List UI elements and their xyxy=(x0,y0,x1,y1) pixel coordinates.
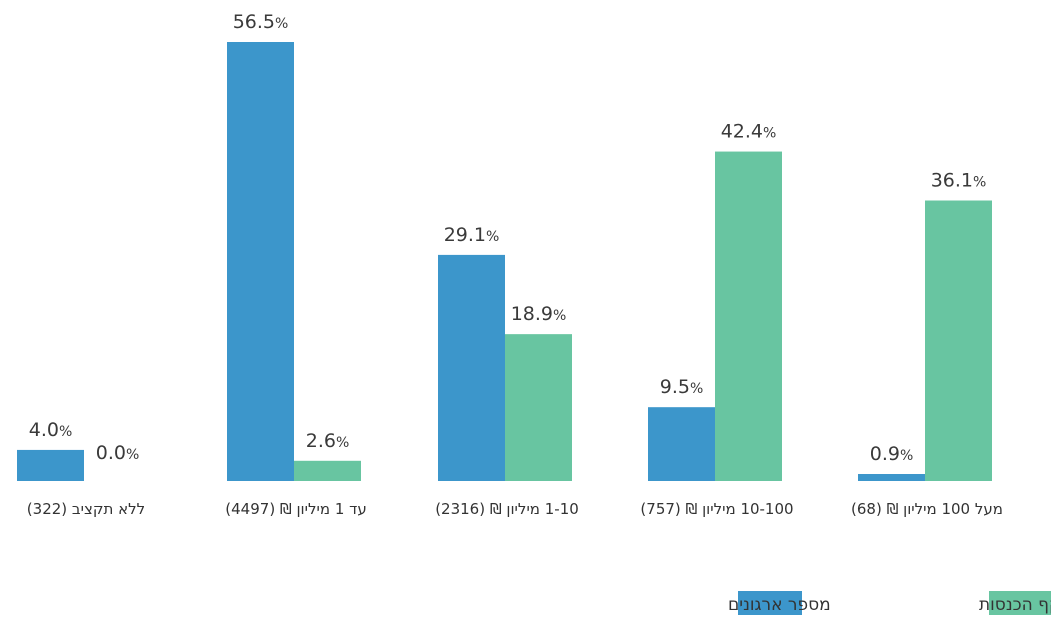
bar-orgs-3 xyxy=(648,407,715,481)
value-label-revenue-4: 36.1% xyxy=(931,170,987,192)
value-label-revenue-3: 42.4% xyxy=(721,121,777,143)
value-label-revenue-0: 0.0% xyxy=(96,442,140,464)
bar-orgs-0 xyxy=(17,449,84,481)
value-label-orgs-2: 29.1% xyxy=(444,224,500,246)
category-label-4: מעל 100 מיליון ₪ (68) xyxy=(851,500,1003,518)
bar-revenue-2 xyxy=(505,334,572,481)
value-label-orgs-3: 9.5% xyxy=(660,376,704,398)
value-labels-layer: 4.0% 0.0% 56.5% 2.6% 29.1% 18.9% 9.5% 42.4% 0.9%… xyxy=(29,11,987,465)
category-label-3: 10-100 מיליון ₪ (757) xyxy=(640,500,793,518)
legend-swatch-revenue xyxy=(989,591,1051,615)
bar-orgs-4 xyxy=(858,474,925,481)
legend-swatch-orgs xyxy=(738,591,802,615)
value-label-revenue-2: 18.9% xyxy=(511,303,567,325)
legend-label-orgs: מספר ארגונים xyxy=(728,595,831,615)
bar-revenue-1 xyxy=(294,460,361,481)
bar-orgs-1 xyxy=(227,42,294,481)
category-labels-layer: ללא תקציב (322) עד 1 מיליון ₪ (4497) 1-10 … xyxy=(27,500,1003,518)
category-label-1: עד 1 מיליון ₪ (4497) xyxy=(225,500,366,518)
value-label-revenue-1: 2.6% xyxy=(306,430,350,452)
legend: מספר ארגונים היקף הכנסות xyxy=(728,591,1051,615)
bar-revenue-4 xyxy=(925,200,992,481)
bar-revenue-3 xyxy=(715,151,782,481)
legend-label-revenue: היקף הכנסות xyxy=(979,595,1051,615)
value-label-orgs-0: 4.0% xyxy=(29,419,73,441)
category-label-0: ללא תקציב (322) xyxy=(27,500,145,518)
value-label-orgs-4: 0.9% xyxy=(870,443,914,465)
bars-layer xyxy=(17,42,992,481)
value-label-orgs-1: 56.5% xyxy=(233,11,289,33)
bar-orgs-2 xyxy=(438,254,505,481)
category-label-2: 1-10 מיליון ₪ (2316) xyxy=(435,500,579,518)
